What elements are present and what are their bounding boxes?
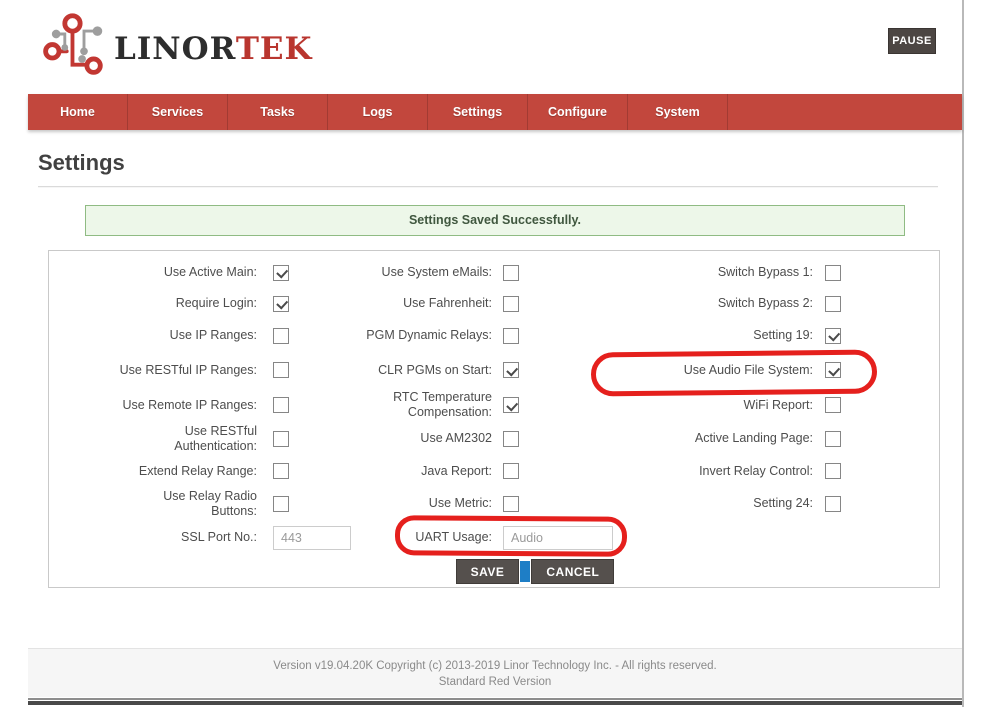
label-active-landing-page: Active Landing Page: bbox=[694, 431, 813, 445]
label-ssl-port: SSL Port No.: bbox=[181, 530, 257, 544]
label-uart-usage: UART Usage: bbox=[415, 530, 492, 544]
form-actions: SAVE CANCEL bbox=[90, 559, 980, 584]
save-button[interactable]: SAVE bbox=[455, 559, 520, 584]
label-use-active-main: Use Active Main: bbox=[163, 265, 257, 279]
use-ip-ranges-checkbox[interactable] bbox=[273, 327, 289, 344]
label-java-report: Java Report: bbox=[421, 463, 492, 478]
pause-button[interactable]: PAUSE bbox=[888, 28, 936, 54]
switch-bypass-1-checkbox[interactable] bbox=[825, 264, 841, 281]
nav-item-services[interactable]: Services bbox=[128, 94, 228, 130]
footer: Version v19.04.20K Copyright (c) 2013-20… bbox=[28, 648, 962, 697]
switch-bypass-2-checkbox[interactable] bbox=[825, 295, 841, 312]
cancel-button[interactable]: CANCEL bbox=[531, 559, 615, 584]
use-system-emails-checkbox[interactable] bbox=[503, 264, 519, 281]
header: LINORTEK PAUSE bbox=[0, 0, 962, 94]
label-use-relay-radio-buttons: Use Relay Radio Buttons: bbox=[163, 488, 257, 518]
label-extend-relay-range: Extend Relay Range: bbox=[138, 463, 257, 478]
label-use-ip-ranges: Use IP Ranges: bbox=[169, 328, 257, 342]
footer-copyright: Version v19.04.20K Copyright (c) 2013-20… bbox=[273, 660, 717, 672]
wifi-report-checkbox[interactable] bbox=[825, 397, 841, 413]
label-use-metric: Use Metric: bbox=[428, 496, 492, 510]
title-divider bbox=[38, 186, 938, 188]
pgm-dynamic-relays-checkbox[interactable] bbox=[503, 327, 519, 344]
settings-form: Use Active Main: Use System eMails: Swit… bbox=[48, 250, 940, 588]
nav-item-settings[interactable]: Settings bbox=[428, 94, 528, 130]
use-metric-checkbox[interactable] bbox=[503, 495, 519, 512]
page-title: Settings bbox=[38, 150, 125, 175]
setting-24-checkbox[interactable] bbox=[825, 495, 841, 512]
use-fahrenheit-checkbox[interactable] bbox=[503, 295, 519, 312]
label-use-restful-ip-ranges: Use RESTful IP Ranges: bbox=[119, 362, 257, 377]
nav-item-tasks[interactable]: Tasks bbox=[228, 94, 328, 130]
label-switch-bypass-2: Switch Bypass 2: bbox=[717, 296, 813, 310]
label-use-fahrenheit: Use Fahrenheit: bbox=[403, 296, 492, 310]
label-use-audio-file-system: Use Audio File System: bbox=[683, 362, 813, 377]
label-use-restful-authentication: Use RESTful Authentication: bbox=[174, 423, 257, 453]
nav-item-logs[interactable]: Logs bbox=[328, 94, 428, 130]
success-message: Settings Saved Successfully. bbox=[85, 205, 905, 236]
button-divider bbox=[520, 561, 531, 582]
use-am2302-checkbox[interactable] bbox=[503, 430, 519, 447]
label-setting-24: Setting 24: bbox=[753, 496, 813, 510]
nav-item-system[interactable]: System bbox=[628, 94, 728, 130]
label-pgm-dynamic-relays: PGM Dynamic Relays: bbox=[366, 328, 492, 342]
label-use-remote-ip-ranges: Use Remote IP Ranges: bbox=[122, 397, 257, 412]
label-switch-bypass-1: Switch Bypass 1: bbox=[717, 265, 813, 279]
nav-item-home[interactable]: Home bbox=[28, 94, 128, 130]
use-restful-ip-ranges-checkbox[interactable] bbox=[273, 362, 289, 378]
label-use-system-emails: Use System eMails: bbox=[381, 265, 492, 279]
use-relay-radio-buttons-checkbox[interactable] bbox=[273, 495, 289, 512]
ssl-port-input[interactable] bbox=[273, 525, 351, 550]
rtc-temperature-compensation-checkbox[interactable] bbox=[503, 397, 519, 413]
use-active-main-checkbox[interactable] bbox=[273, 264, 289, 281]
main-nav: Home Services Tasks Logs Settings Config… bbox=[28, 94, 962, 130]
label-rtc-temperature-compensation: RTC Temperature Compensation: bbox=[393, 390, 492, 419]
logo-wordmark: LINORTEK bbox=[114, 31, 313, 67]
label-invert-relay-control: Invert Relay Control: bbox=[699, 463, 813, 478]
use-audio-file-system-checkbox[interactable] bbox=[825, 362, 841, 378]
extend-relay-range-checkbox[interactable] bbox=[273, 463, 289, 479]
label-setting-19: Setting 19: bbox=[753, 328, 813, 342]
label-require-login: Require Login: bbox=[175, 296, 257, 310]
label-clr-pgms-on-start: CLR PGMs on Start: bbox=[378, 362, 492, 377]
linortek-logo: LINORTEK bbox=[36, 10, 313, 82]
footer-version-line: Standard Red Version bbox=[438, 675, 552, 688]
browser-page: LINORTEK PAUSE Home Services Tasks Logs … bbox=[0, 0, 964, 707]
window-bottom-border bbox=[28, 698, 962, 705]
settings-grid: Use Active Main: Use System eMails: Swit… bbox=[49, 251, 939, 555]
circuit-logo-icon bbox=[43, 13, 103, 75]
logo-text-dark: LINOR bbox=[114, 31, 236, 67]
nav-item-configure[interactable]: Configure bbox=[528, 94, 628, 130]
invert-relay-control-checkbox[interactable] bbox=[825, 463, 841, 479]
use-restful-authentication-checkbox[interactable] bbox=[273, 430, 289, 447]
label-use-am2302: Use AM2302 bbox=[420, 431, 492, 445]
java-report-checkbox[interactable] bbox=[503, 463, 519, 479]
setting-19-checkbox[interactable] bbox=[825, 327, 841, 344]
label-wifi-report: WiFi Report: bbox=[743, 397, 813, 412]
uart-usage-input[interactable] bbox=[503, 525, 613, 550]
require-login-checkbox[interactable] bbox=[273, 295, 289, 312]
clr-pgms-on-start-checkbox[interactable] bbox=[503, 362, 519, 378]
use-remote-ip-ranges-checkbox[interactable] bbox=[273, 397, 289, 413]
logo-text-red: TEK bbox=[235, 31, 313, 67]
active-landing-page-checkbox[interactable] bbox=[825, 430, 841, 447]
